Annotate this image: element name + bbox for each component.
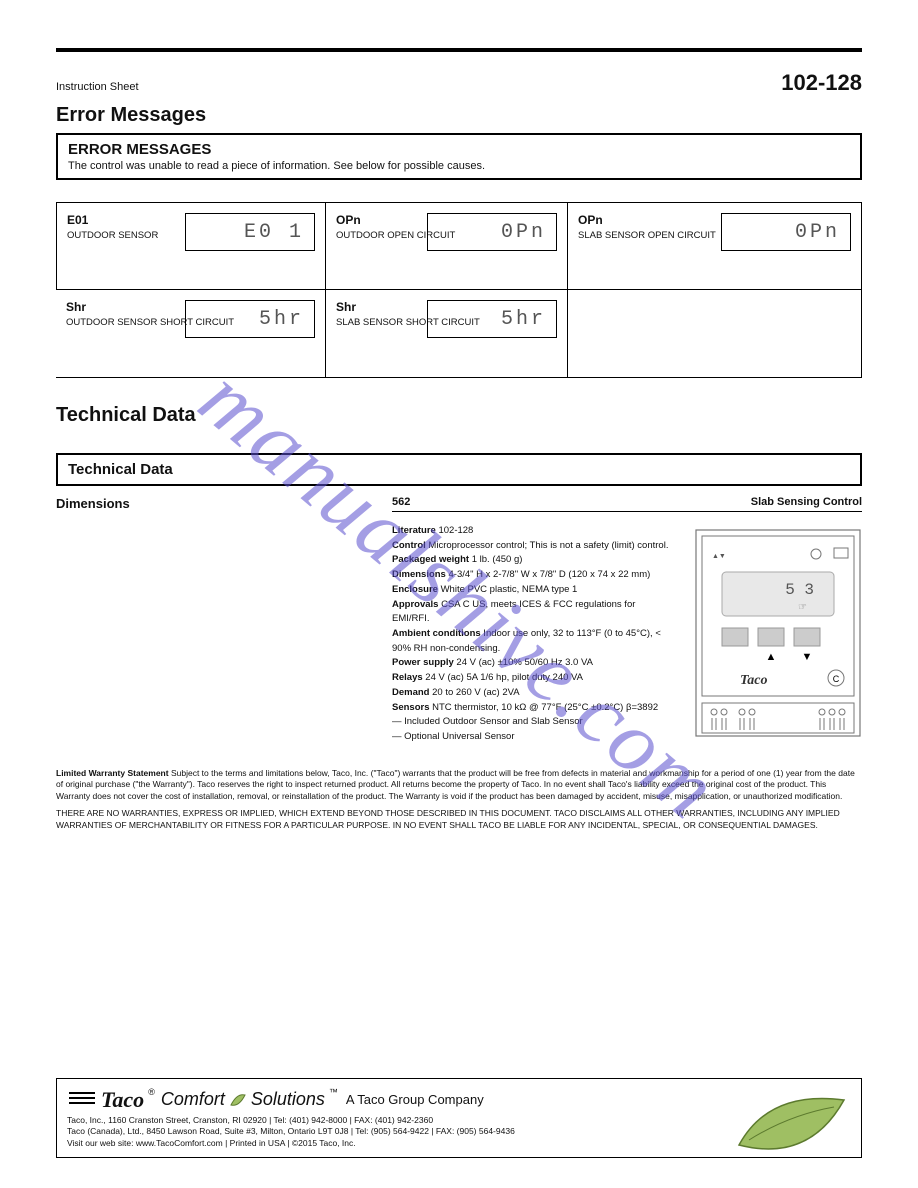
error-cell-opn1: OPn OUTDOOR OPEN CIRCUIT 0Pn xyxy=(326,202,568,290)
warranty-title: Limited Warranty Statement xyxy=(56,768,169,778)
error-cell-empty xyxy=(568,290,862,378)
svg-text:▲▼: ▲▼ xyxy=(712,553,726,560)
tech-subhead-left: 562 xyxy=(392,496,410,508)
spec-value: 4-3/4" H x 2-7/8" W x 7/8" D (120 x 74 x… xyxy=(446,569,650,580)
lcd-text: 0Pn xyxy=(501,221,546,244)
lcd-text: 5hr xyxy=(259,308,304,331)
spec-value: 24 V (ac) ±10% 50/60 Hz 3.0 VA xyxy=(454,657,593,668)
leaf-small-icon xyxy=(229,1091,247,1109)
error-cell-e01: E01 OUTDOOR SENSOR E0 1 xyxy=(56,202,326,290)
footer: Taco ® Comfort Solutions ™ A Taco Group … xyxy=(56,1078,862,1158)
svg-text:▼: ▼ xyxy=(802,651,813,663)
taco-logo-icon xyxy=(67,1089,97,1111)
warranty-text-2: THERE ARE NO WARRANTIES, EXPRESS OR IMPL… xyxy=(56,808,840,829)
warranty-notes: Limited Warranty Statement Subject to th… xyxy=(56,768,862,831)
spec-label: Demand xyxy=(392,687,429,698)
leaf-large-icon xyxy=(729,1085,849,1165)
error-messages-heading: Error Messages xyxy=(56,104,862,127)
spec-label: Control xyxy=(392,540,426,551)
device-illustration: ▲▼ 5 3 ☞ ▲ ▼ Taco C xyxy=(694,528,862,738)
svg-text:C: C xyxy=(833,674,840,684)
lcd-display: E0 1 xyxy=(185,213,315,251)
technical-data-heading: Technical Data xyxy=(56,404,862,427)
spec-label: Power supply xyxy=(392,657,454,668)
svg-text:▲: ▲ xyxy=(766,651,777,663)
error-banner: ERROR MESSAGES The control was unable to… xyxy=(56,133,862,180)
svg-text:☞: ☞ xyxy=(798,602,807,613)
spec-label: Packaged weight xyxy=(392,554,469,565)
spec-label: Literature xyxy=(392,525,436,536)
footer-line2: 8450 Lawson Road, Suite #3, Milton, Onta… xyxy=(144,1126,515,1136)
brand-taco: Taco xyxy=(101,1087,144,1113)
spec-value: NTC thermistor, 10 kΩ @ 77°F (25°C ±0.2°… xyxy=(430,702,659,713)
error-cell-opn2: OPn SLAB SENSOR OPEN CIRCUIT 0Pn xyxy=(568,202,862,290)
svg-text:Taco: Taco xyxy=(740,673,767,688)
dimensions-heading: Dimensions xyxy=(56,496,356,511)
brand-comfort: Comfort xyxy=(161,1089,225,1110)
spec-value: 102-128 xyxy=(436,525,474,536)
error-table: E01 OUTDOOR SENSOR E0 1 OPn OUTDOOR OPEN… xyxy=(56,202,862,378)
tm: ™ xyxy=(329,1087,338,1097)
spec-label: Sensors xyxy=(392,702,430,713)
spec-value: Microprocessor control; This is not a sa… xyxy=(426,540,669,551)
spec-label: Enclosure xyxy=(392,584,438,595)
error-cell-shr1: Shr OUTDOOR SENSOR SHORT CIRCUIT 5hr xyxy=(56,290,326,378)
lcd-display: 5hr xyxy=(427,300,557,338)
footer-line2-bold: Taco (Canada), Ltd., xyxy=(67,1126,144,1136)
footer-line1: 1160 Cranston Street, Cranston, RI 02920… xyxy=(106,1115,433,1125)
error-cell-shr2: Shr SLAB SENSOR SHORT CIRCUIT 5hr xyxy=(326,290,568,378)
tech-subhead-right: Slab Sensing Control xyxy=(751,496,862,508)
error-banner-subtitle: The control was unable to read a piece o… xyxy=(68,160,850,172)
lcd-display: 0Pn xyxy=(427,213,557,251)
brand-solutions: Solutions xyxy=(251,1089,325,1110)
spec-label: Ambient conditions xyxy=(392,628,481,639)
technical-data-box: Technical Data xyxy=(56,453,862,486)
spec-value: White PVC plastic, NEMA type 1 xyxy=(438,584,577,595)
footer-line1-bold: Taco, Inc., xyxy=(67,1115,106,1125)
brand-tagline: A Taco Group Company xyxy=(346,1092,484,1107)
footer-logo-row: Taco ® Comfort Solutions ™ A Taco Group … xyxy=(67,1087,701,1113)
spec-value: 1 lb. (450 g) xyxy=(469,554,522,565)
error-banner-title: ERROR MESSAGES xyxy=(68,141,850,158)
spec-label: Dimensions xyxy=(392,569,446,580)
spec-value: 20 to 260 V (ac) 2VA xyxy=(429,687,519,698)
spec-label: Relays xyxy=(392,672,423,683)
svg-text:5 3: 5 3 xyxy=(785,581,814,599)
spec-label: Approvals xyxy=(392,599,438,610)
instruction-sheet-label: Instruction Sheet xyxy=(56,81,139,93)
lcd-text: 5hr xyxy=(501,308,546,331)
spec-value: 24 V (ac) 5A 1/6 hp, pilot duty 240 VA xyxy=(423,672,583,683)
doc-number: 102-128 xyxy=(781,70,862,96)
footer-line3: Visit our web site: www.TacoComfort.com … xyxy=(67,1138,701,1149)
lcd-display: 0Pn xyxy=(721,213,851,251)
lcd-text: 0Pn xyxy=(795,221,840,244)
warranty-text-1: Subject to the terms and limitations bel… xyxy=(56,768,855,801)
lcd-display: 5hr xyxy=(185,300,315,338)
lcd-text: E0 1 xyxy=(244,221,304,244)
